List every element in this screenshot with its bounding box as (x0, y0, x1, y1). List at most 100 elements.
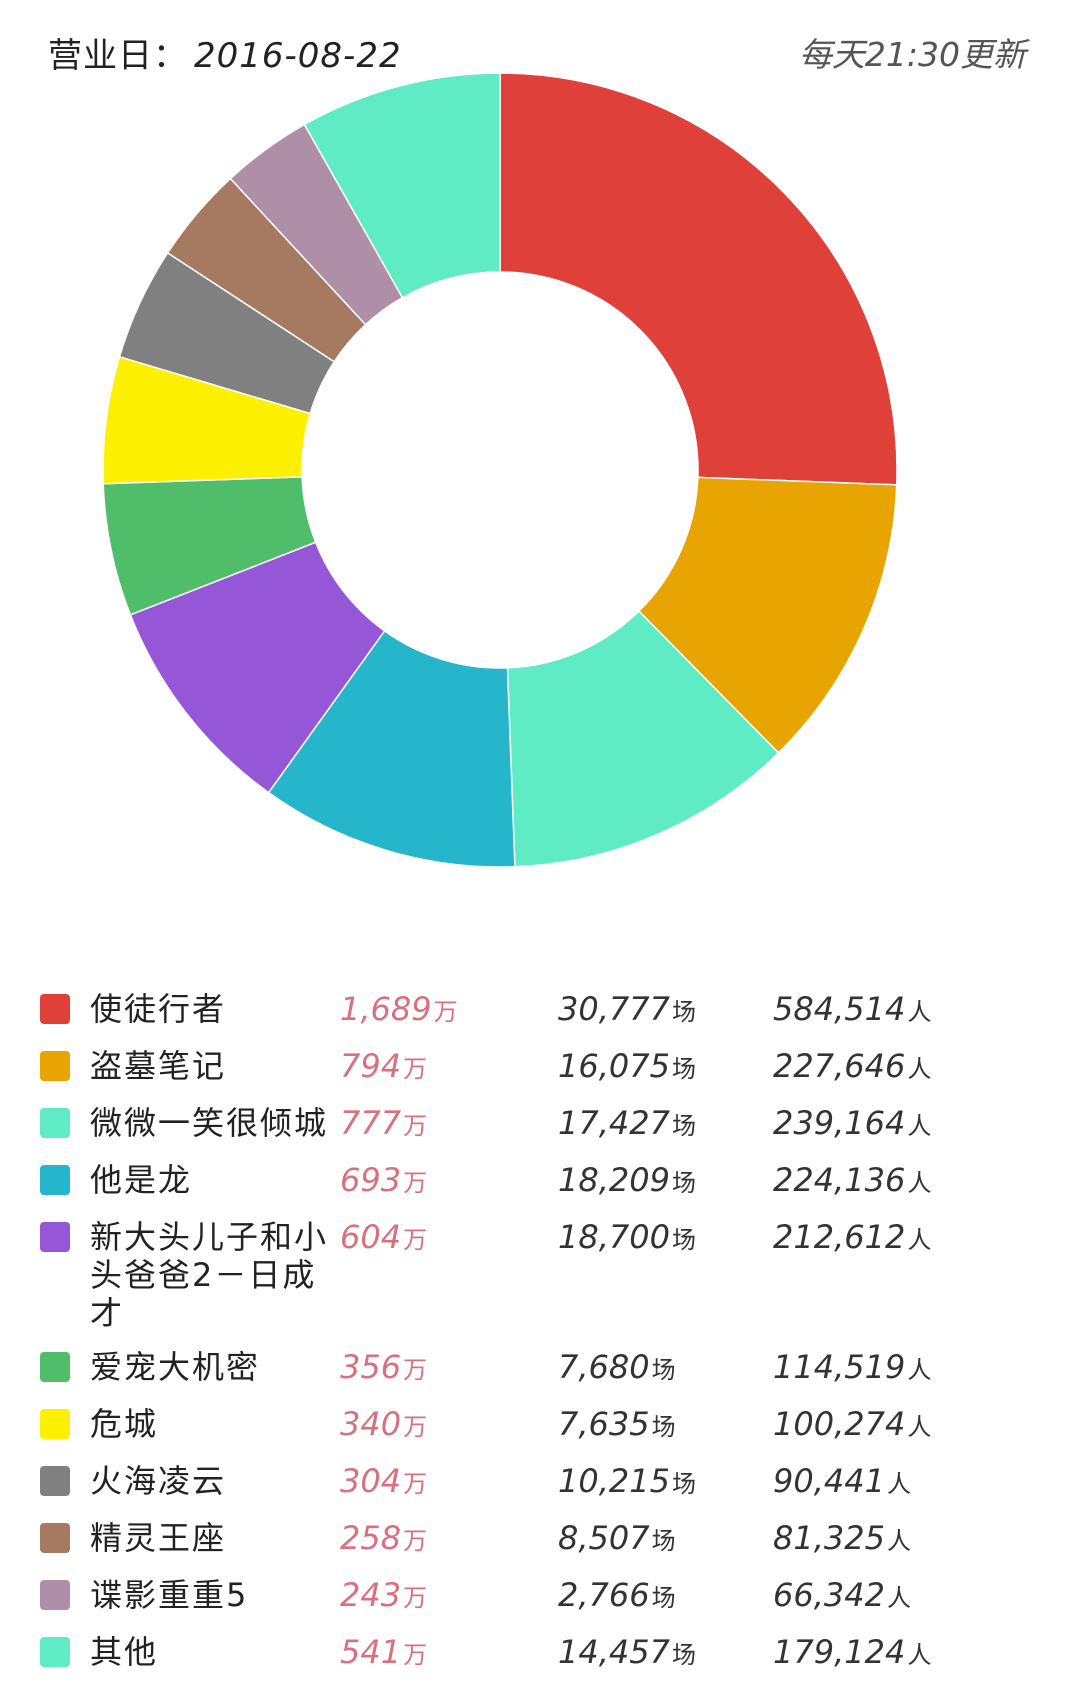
shows-unit: 场 (651, 1584, 676, 1612)
legend-swatch (40, 1108, 70, 1138)
legend-row: 谍影重重5 243万 2,766场 66,342人 (40, 1576, 1050, 1617)
legend-gross: 541万 (340, 1633, 428, 1671)
legend-audience: 114,519人 (773, 1348, 932, 1386)
legend-movie-name: 精灵王座 (90, 1519, 227, 1557)
legend-shows: 30,777场 (558, 990, 696, 1028)
legend-audience: 66,342人 (773, 1576, 911, 1614)
legend-swatch (40, 1165, 70, 1195)
gross-unit: 万 (403, 1356, 428, 1384)
legend-swatch (40, 1222, 70, 1252)
legend-row: 他是龙 693万 18,209场 224,136人 (40, 1161, 1050, 1202)
legend-shows: 17,427场 (558, 1104, 696, 1142)
legend-swatch (40, 1523, 70, 1553)
chart-legend: 使徒行者 1,689万 30,777场 584,514人盗墓笔记 794万 16,075场… (40, 990, 1050, 1690)
legend-row: 微微一笑很倾城 777万 17,427场 239,164人 (40, 1104, 1050, 1145)
donut-slice-1 (499, 72, 898, 486)
legend-shows: 18,700场 (558, 1218, 696, 1256)
audience-unit: 人 (886, 1584, 911, 1612)
legend-shows: 7,680场 (558, 1348, 676, 1386)
legend-swatch (40, 1409, 70, 1439)
legend-shows: 18,209场 (558, 1161, 696, 1199)
legend-swatch (40, 1051, 70, 1081)
update-note: 每天21:30更新 (798, 35, 1026, 74)
gross-unit: 万 (433, 998, 458, 1026)
legend-movie-name: 谍影重重5 (90, 1576, 249, 1614)
shows-unit: 场 (671, 1112, 696, 1140)
audience-unit: 人 (907, 1413, 932, 1441)
legend-swatch (40, 994, 70, 1024)
shows-unit: 场 (671, 998, 696, 1026)
legend-movie-name: 火海凌云 (90, 1462, 227, 1500)
legend-swatch (40, 1352, 70, 1382)
gross-unit: 万 (403, 1470, 428, 1498)
legend-movie-name: 危城 (90, 1405, 159, 1443)
audience-unit: 人 (886, 1527, 911, 1555)
legend-row: 精灵王座 258万 8,507场 81,325人 (40, 1519, 1050, 1560)
donut-slice-3 (506, 610, 780, 868)
legend-gross: 304万 (340, 1462, 428, 1500)
audience-unit: 人 (907, 1169, 932, 1197)
shows-unit: 场 (651, 1527, 676, 1555)
legend-shows: 7,635场 (558, 1405, 676, 1443)
business-date: 营业日： 2016-08-22 (48, 28, 402, 77)
legend-gross: 356万 (340, 1348, 428, 1386)
shows-unit: 场 (651, 1413, 676, 1441)
legend-swatch (40, 1466, 70, 1496)
gross-unit: 万 (403, 1055, 428, 1083)
legend-gross: 794万 (340, 1047, 428, 1085)
legend-gross: 1,689万 (340, 990, 458, 1028)
gross-unit: 万 (403, 1226, 428, 1254)
legend-row: 火海凌云 304万 10,215场 90,441人 (40, 1462, 1050, 1503)
legend-row: 爱宠大机密 356万 7,680场 114,519人 (40, 1348, 1050, 1389)
legend-row: 新大头儿子和小头爸爸2－日成才 604万 18,700场 212,612人 (40, 1218, 1050, 1332)
legend-audience: 100,274人 (773, 1405, 932, 1443)
legend-shows: 14,457场 (558, 1633, 696, 1671)
legend-movie-name: 新大头儿子和小头爸爸2－日成才 (90, 1218, 329, 1332)
donut-slice-2 (637, 476, 898, 755)
shows-unit: 场 (671, 1169, 696, 1197)
legend-row: 其他 541万 14,457场 179,124人 (40, 1633, 1050, 1674)
legend-movie-name: 他是龙 (90, 1161, 193, 1199)
legend-shows: 16,075场 (558, 1047, 696, 1085)
legend-swatch (40, 1580, 70, 1610)
audience-unit: 人 (907, 998, 932, 1026)
legend-gross: 693万 (340, 1161, 428, 1199)
gross-unit: 万 (403, 1413, 428, 1441)
legend-movie-name: 爱宠大机密 (90, 1348, 261, 1386)
legend-gross: 258万 (340, 1519, 428, 1557)
legend-movie-name: 微微一笑很倾城 (90, 1104, 329, 1142)
legend-movie-name: 盗墓笔记 (90, 1047, 227, 1085)
audience-unit: 人 (907, 1226, 932, 1254)
audience-unit: 人 (907, 1641, 932, 1669)
shows-unit: 场 (671, 1055, 696, 1083)
legend-audience: 239,164人 (773, 1104, 932, 1142)
legend-shows: 2,766场 (558, 1576, 676, 1614)
legend-gross: 340万 (340, 1405, 428, 1443)
gross-unit: 万 (403, 1112, 428, 1140)
donut-slice-11 (303, 72, 501, 299)
legend-shows: 8,507场 (558, 1519, 676, 1557)
legend-row: 盗墓笔记 794万 16,075场 227,646人 (40, 1047, 1050, 1088)
legend-audience: 227,646人 (773, 1047, 932, 1085)
shows-unit: 场 (671, 1226, 696, 1254)
gross-unit: 万 (403, 1527, 428, 1555)
gross-unit: 万 (403, 1641, 428, 1669)
gross-unit: 万 (403, 1584, 428, 1612)
shows-unit: 场 (651, 1356, 676, 1384)
legend-swatch (40, 1637, 70, 1667)
legend-audience: 224,136人 (773, 1161, 932, 1199)
legend-gross: 243万 (340, 1576, 428, 1614)
legend-row: 危城 340万 7,635场 100,274人 (40, 1405, 1050, 1446)
chart-header: 营业日： 2016-08-22 每天21:30更新 (0, 22, 1080, 82)
legend-audience: 90,441人 (773, 1462, 911, 1500)
audience-unit: 人 (907, 1112, 932, 1140)
legend-movie-name: 其他 (90, 1633, 159, 1671)
legend-audience: 584,514人 (773, 990, 932, 1028)
business-date-label: 营业日： (48, 36, 188, 76)
audience-unit: 人 (886, 1470, 911, 1498)
box-office-donut-chart (102, 72, 898, 868)
legend-audience: 179,124人 (773, 1633, 932, 1671)
legend-movie-name: 使徒行者 (90, 990, 227, 1028)
audience-unit: 人 (907, 1055, 932, 1083)
legend-gross: 777万 (340, 1104, 428, 1142)
